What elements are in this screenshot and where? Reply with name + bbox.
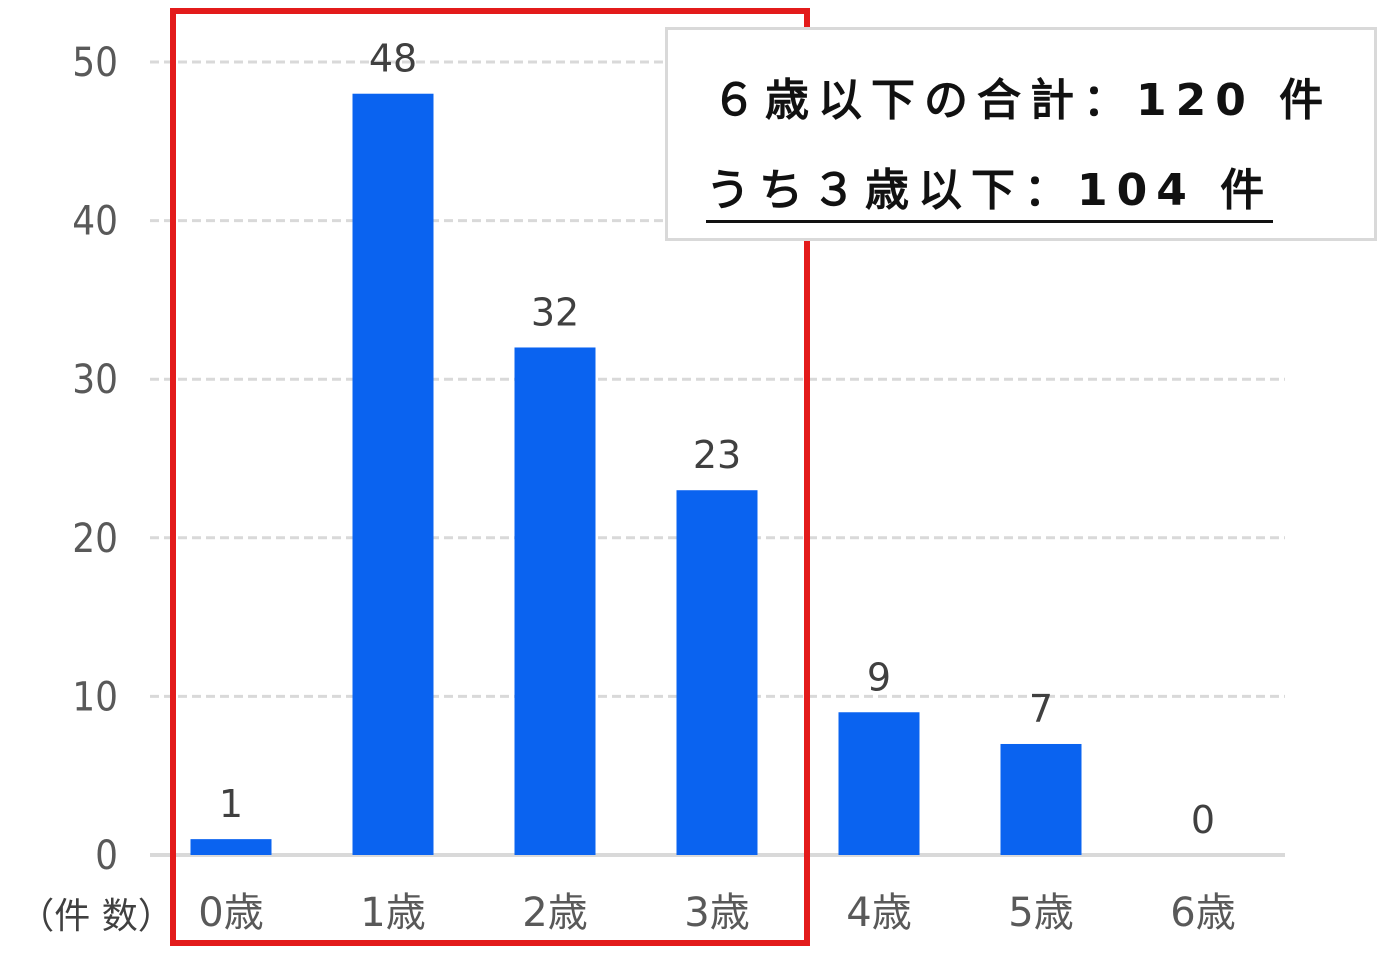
x-tick-label: 2歳 (522, 890, 587, 936)
bar (190, 839, 272, 855)
x-tick-label: 6歳 (1170, 890, 1235, 936)
summary-total-text: ６歳以下の合計：120 件 (712, 75, 1333, 126)
data-label: 48 (369, 37, 417, 81)
y-tick-label: 30 (72, 357, 118, 403)
data-label: 7 (1029, 687, 1053, 731)
y-tick-label: 10 (72, 674, 118, 720)
data-label: 9 (867, 655, 891, 699)
x-tick-label: 4歳 (846, 890, 911, 936)
bar (352, 93, 434, 856)
summary-under-3-text: うち３歳以下：104 件 (706, 154, 1274, 223)
y-tick-label: 50 (72, 40, 118, 86)
bar (676, 490, 758, 855)
y-tick-label: 0 (95, 833, 118, 879)
bar (838, 712, 920, 855)
bar (514, 347, 596, 855)
x-tick-label: 5歳 (1008, 890, 1073, 936)
x-tick-label: 0歳 (198, 890, 263, 936)
y-unit-label: （件 数） (18, 896, 173, 937)
x-tick-label: 3歳 (684, 890, 749, 936)
data-label: 32 (531, 290, 579, 334)
y-tick-label: 40 (72, 199, 118, 245)
x-tick-label: 1歳 (360, 890, 425, 936)
summary-annotation-box: ６歳以下の合計：120 件 うち３歳以下：104 件 (665, 27, 1377, 241)
bar (1000, 743, 1082, 855)
data-label: 23 (693, 433, 741, 477)
y-tick-label: 20 (72, 516, 118, 562)
data-label: 0 (1191, 798, 1215, 842)
data-label: 1 (219, 782, 243, 826)
